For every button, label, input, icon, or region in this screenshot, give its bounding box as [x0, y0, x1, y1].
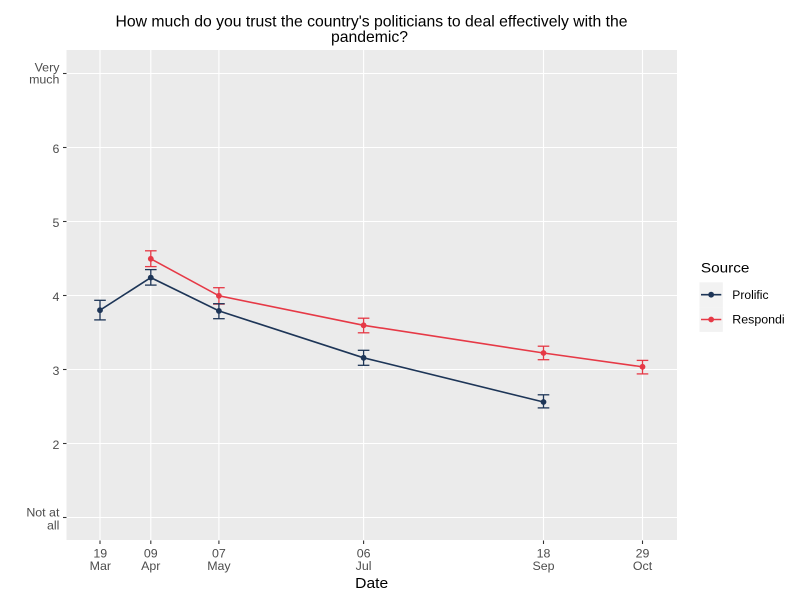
svg-text:29: 29 — [636, 546, 650, 560]
svg-text:5: 5 — [52, 216, 59, 230]
svg-text:May: May — [207, 559, 231, 573]
svg-text:Apr: Apr — [141, 559, 160, 573]
svg-text:3: 3 — [52, 364, 59, 378]
svg-text:6: 6 — [52, 142, 59, 156]
svg-text:Respondi: Respondi — [732, 312, 784, 326]
svg-text:19: 19 — [93, 546, 107, 560]
svg-text:all: all — [47, 518, 59, 532]
svg-text:much: much — [29, 72, 59, 86]
svg-text:07: 07 — [212, 546, 226, 560]
svg-text:pandemic?: pandemic? — [331, 29, 408, 46]
svg-text:Date: Date — [355, 576, 388, 592]
svg-text:09: 09 — [144, 546, 158, 560]
svg-text:Not at: Not at — [26, 505, 60, 519]
svg-text:2: 2 — [52, 438, 59, 452]
svg-text:Mar: Mar — [90, 559, 111, 573]
svg-text:18: 18 — [537, 546, 551, 560]
svg-text:06: 06 — [357, 546, 371, 560]
svg-text:4: 4 — [52, 290, 59, 304]
svg-text:Source: Source — [701, 260, 750, 276]
svg-text:How much do you trust the coun: How much do you trust the country's poli… — [116, 14, 628, 31]
svg-text:Prolific: Prolific — [732, 288, 768, 302]
svg-text:Very: Very — [35, 60, 61, 74]
svg-text:Jul: Jul — [356, 559, 372, 573]
svg-text:Oct: Oct — [633, 559, 653, 573]
svg-text:Sep: Sep — [532, 559, 554, 573]
